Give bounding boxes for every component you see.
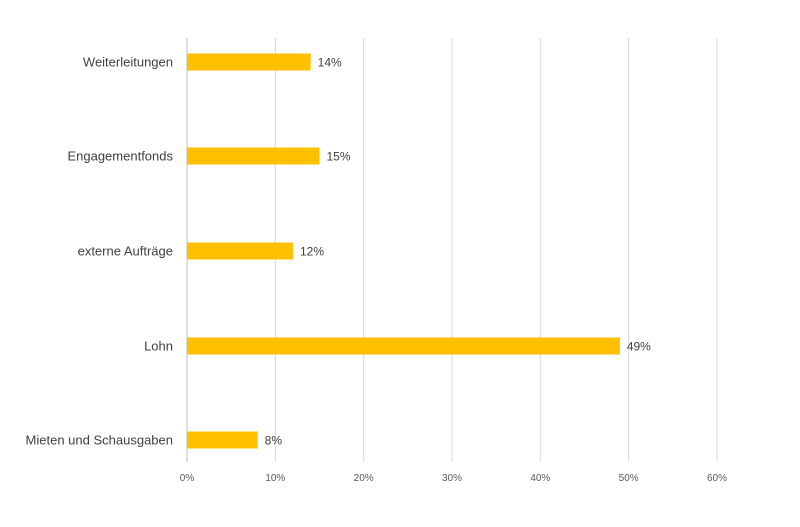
- data-label: 8%: [265, 434, 283, 448]
- category-label: Lohn: [144, 339, 173, 354]
- bar: [187, 337, 620, 355]
- bar: [187, 242, 293, 260]
- x-tick-label: 40%: [530, 473, 550, 484]
- category-label: Engagementfonds: [67, 149, 173, 164]
- bar: [187, 147, 320, 165]
- x-tick-label: 60%: [707, 473, 727, 484]
- x-tick-label: 30%: [442, 473, 462, 484]
- x-axis-ticks: 0% 10% 20% 30% 40% 50% 60%: [180, 473, 727, 484]
- data-labels: 14% 15% 12% 49% 8%: [265, 56, 652, 448]
- x-tick-label: 20%: [354, 473, 374, 484]
- x-tick-label: 0%: [180, 473, 195, 484]
- bar: [187, 53, 311, 71]
- category-labels: Weiterleitungen Engagementfonds externe Au…: [26, 55, 174, 448]
- bars: [187, 53, 620, 449]
- category-label: Weiterleitungen: [83, 55, 173, 70]
- data-label: 14%: [318, 56, 342, 70]
- data-label: 15%: [327, 150, 351, 164]
- data-label: 49%: [627, 340, 651, 354]
- x-tick-label: 10%: [265, 473, 285, 484]
- gridlines: [186, 38, 718, 462]
- data-label: 12%: [300, 245, 324, 259]
- x-tick-label: 50%: [619, 473, 639, 484]
- bar: [187, 431, 258, 449]
- category-label: externe Aufträge: [78, 244, 173, 259]
- category-label: Mieten und Schausgaben: [26, 433, 173, 448]
